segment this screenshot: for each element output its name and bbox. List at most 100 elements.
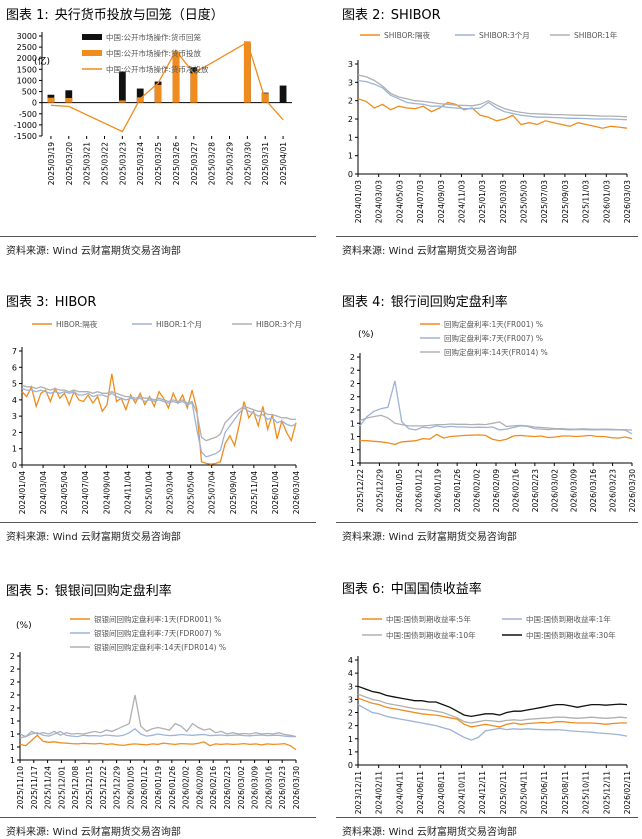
x-tick-label: 2024/09/03 <box>437 180 446 223</box>
legend-label: 中国:公开市场操作:货币回笼 <box>106 32 202 42</box>
series-0 <box>19 734 297 751</box>
panel-repo-fdr: 图表 5: 银银间回购定盘利率 1 1 1 1 2 2 2 2 2 (%) 2025/11/10 202… <box>0 574 320 839</box>
x-tick-label: 2025/04/01 <box>279 142 288 185</box>
chart-title-text: SHIBOR <box>390 8 441 23</box>
x-tick-label: 2025/03/27 <box>190 142 199 185</box>
bar <box>47 97 55 103</box>
bar <box>65 98 73 103</box>
y-tick-label: 2 <box>10 652 15 661</box>
source-value: Wind 云财富期货交易咨询部 <box>388 827 517 838</box>
x-tick-label: 2025/09/03 <box>561 180 570 223</box>
y-tick-label: 0 <box>32 99 37 108</box>
panel-repo-fr: 图表 4: 银行间回购定盘利率 1 1 1 1 2 2 2 2 2 (%) 2025/12/22 202… <box>322 287 642 549</box>
x-tick-label: 2025/03/23 <box>118 142 127 185</box>
legend-swatch <box>82 34 102 40</box>
x-tick-label: 2024/07/03 <box>416 180 425 223</box>
source-label: 资料来源: <box>342 246 386 257</box>
series-0 <box>21 373 297 465</box>
legend-item: HIBOR:1个月 <box>132 320 202 329</box>
legend-item: SHIBOR:1年 <box>550 30 618 40</box>
y-tick-label: 3 <box>348 695 353 704</box>
x-tick-label: 2025/12/22 <box>356 469 365 512</box>
x-tick-label: 2026/01/12 <box>140 766 149 809</box>
x-tick-label: 2025/04/11 <box>520 771 529 814</box>
source-value: Wind 云财富期货交易咨询部 <box>388 532 517 543</box>
chart-title: 图表 1: 央行货币投放与回笼（日度） <box>6 4 224 23</box>
y-tick-label: 1 <box>10 717 15 726</box>
legend-label: HIBOR:隔夜 <box>56 319 98 329</box>
x-tick-label: 2026/01/05 <box>126 766 135 809</box>
series-0 <box>357 98 628 129</box>
y-tick-label: 3 <box>348 60 353 69</box>
bar <box>279 85 287 103</box>
divider <box>336 817 638 818</box>
x-tick-label: 2024/01/03 <box>354 180 363 223</box>
y-tick-label: 1 <box>12 445 17 454</box>
y-tick-label: 1 <box>348 133 353 142</box>
y-tick-label: 1 <box>10 730 15 739</box>
series-1 <box>19 727 296 738</box>
x-tick-label: 2026/01/19 <box>434 469 443 512</box>
x-tick-label: 2024/06/11 <box>416 771 425 814</box>
source-label: 资料来源: <box>6 246 50 257</box>
x-tick-label: 2025/08/11 <box>561 771 570 814</box>
x-tick-label: 2025/11/17 <box>30 766 39 809</box>
series-line <box>359 433 633 446</box>
x-tick-label: 2025/12/29 <box>375 469 384 512</box>
bar <box>118 100 126 103</box>
bar <box>136 88 144 103</box>
x-tick-label: 2026/01/04 <box>271 471 280 514</box>
source-note: 资料来源: Wind 云财富期货交易咨询部 <box>342 823 517 838</box>
source-note: 资料来源: Wind 云财富期货交易咨询部 <box>6 823 181 838</box>
x-tick-label: 2025/01/04 <box>144 471 153 514</box>
y-tick-label: 2 <box>10 691 15 700</box>
x-tick-label: 2025/09/04 <box>229 471 238 514</box>
x-tick-label: 2025/07/04 <box>208 471 217 514</box>
chart-number: 图表 2: <box>342 8 385 23</box>
legend-item: 银银间回购定盘利率:7天(FDR007) % <box>70 628 221 638</box>
y-tick-label: 1 <box>348 152 353 161</box>
y-unit-label: (%) <box>358 330 374 340</box>
chart-title: 图表 4: 银行间回购定盘利率 <box>342 291 508 310</box>
x-tick-label: 2026/03/16 <box>264 766 273 809</box>
chart-title-text: 央行货币投放与回笼（日度） <box>54 8 224 23</box>
x-tick-label: 2026/02/02 <box>473 469 482 512</box>
y-tick-label: 2000 <box>17 54 37 63</box>
y-unit-label: (%) <box>16 621 32 631</box>
legend-item: 中国:公开市场操作:货币净投放 <box>82 64 209 74</box>
chart-shibor: 0 1 1 2 2 3 3 2024/01/03 2024/03/03 2024/05/03 202… <box>348 30 632 223</box>
y-tick-label: 1 <box>350 419 355 428</box>
series-2 <box>359 414 633 431</box>
divider <box>336 522 638 523</box>
chart-title: 图表 5: 银银间回购定盘利率 <box>6 580 172 599</box>
y-tick-label: -500 <box>19 110 37 119</box>
x-tick-label: 2026/02/11 <box>623 771 632 814</box>
y-tick-label: 2 <box>350 393 355 402</box>
legend-item: 银银间回购定盘利率:14天(FDR014) % <box>70 642 226 652</box>
x-tick-label: 2025/11/10 <box>16 766 25 809</box>
y-tick-label: 1000 <box>17 76 37 85</box>
legend-item: 中国:国债到期收益率:10年 <box>362 630 476 640</box>
x-tick-label: 2026/02/23 <box>531 469 540 512</box>
x-tick-label: 2024/02/11 <box>375 771 384 814</box>
y-tick-label: -1500 <box>14 132 37 141</box>
x-tick-label: 2025/12/29 <box>113 766 122 809</box>
x-tick-label: 2026/03/23 <box>609 469 618 512</box>
legend-label: 中国:国债到期收益率:5年 <box>386 614 471 624</box>
chart-title-text: 银银间回购定盘利率 <box>54 584 172 599</box>
legend-label: 中国:国债到期收益率:10年 <box>386 630 476 640</box>
series-line <box>21 373 297 465</box>
series-1 <box>21 387 297 458</box>
legend-item: 回购定盘利率:14天(FR014) % <box>420 347 548 357</box>
y-tick-label: 3000 <box>17 32 37 41</box>
y-tick-label: 0 <box>348 761 353 770</box>
legend-label: 回购定盘利率:1天(FR001) % <box>444 319 543 329</box>
legend-label: 回购定盘利率:7天(FR007) % <box>444 333 543 343</box>
y-tick-label: 2 <box>12 428 17 437</box>
divider <box>0 236 316 237</box>
series-line <box>357 74 628 118</box>
panel-treasury-yield: 图表 6: 中国国债收益率 0 1 1 2 2 3 3 4 4 2023/12/11 2024/02/… <box>322 574 642 839</box>
x-tick-label: 2026/01/26 <box>168 766 177 809</box>
series-line <box>359 414 633 431</box>
x-tick-label: 2024/11/03 <box>457 180 466 223</box>
